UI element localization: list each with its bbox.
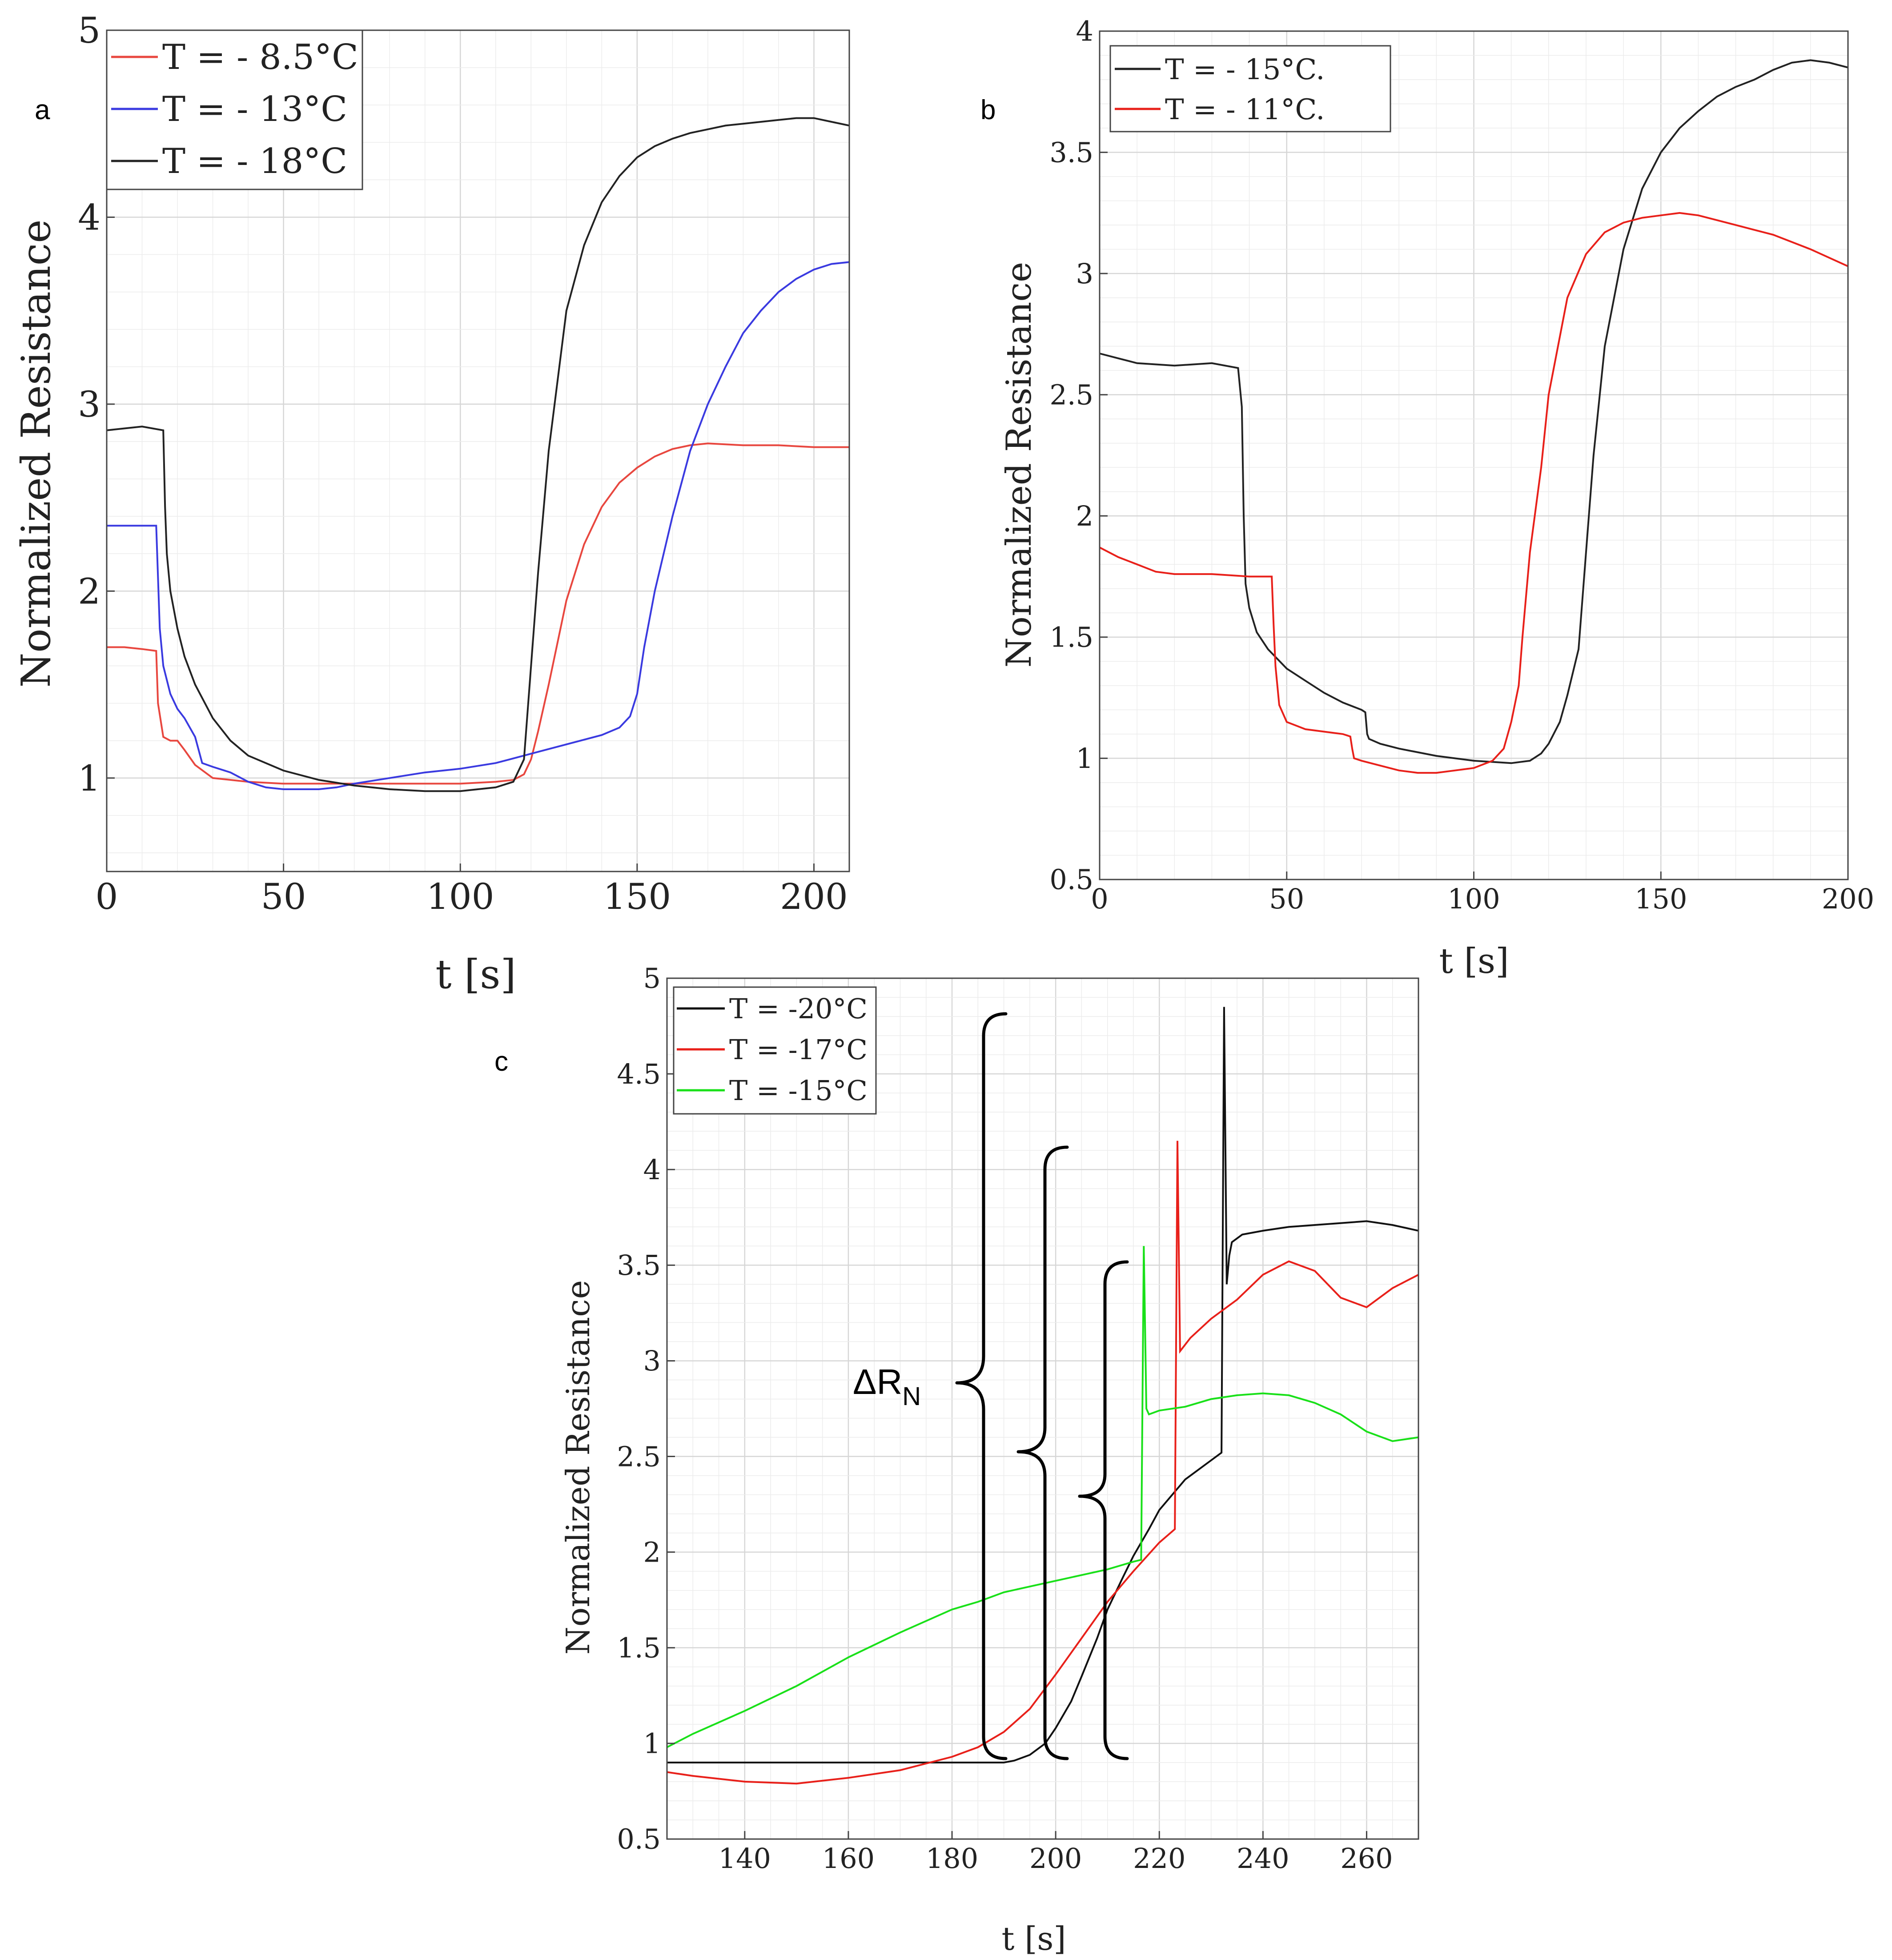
y-tick-label: 0.5 [617, 1823, 661, 1856]
y-tick-label: 3 [643, 1345, 661, 1377]
y-tick-label: 3.5 [1049, 136, 1093, 169]
x-tick-label: 50 [1269, 883, 1304, 915]
panel-a-x-ticks: 0 50 100 150 200 [96, 864, 848, 917]
x-tick-label: 220 [1133, 1842, 1185, 1875]
panel-a-x-label: t [s] [435, 951, 516, 998]
y-tick-label: 5 [78, 10, 100, 51]
panel-c-series-t-15 [667, 1246, 1419, 1748]
panel-b-series-t-11 [1099, 212, 1848, 774]
panel-c-series-t-17 [667, 1141, 1419, 1785]
delta-rn-label: ΔRN [853, 1362, 921, 1411]
panel-c-y-label: Normalized Resistance [559, 1280, 597, 1655]
panel-c-series-t-20 [667, 1007, 1419, 1763]
y-tick-label: 1 [1076, 742, 1093, 775]
panel-a-series-t-8.5 [107, 442, 849, 785]
y-tick-label: 1.5 [1049, 621, 1093, 654]
panel-c-legend-label-3: T = -15°C [729, 1074, 868, 1107]
panel-b-legend-label-2: T = - 11°C. [1165, 93, 1325, 126]
panel-c-legend-label-2: T = -17°C [729, 1033, 868, 1066]
panel-b-series-t-15 [1099, 59, 1848, 764]
x-tick-label: 200 [1029, 1842, 1082, 1875]
panel-b-y-ticks: 0.5 1 1.5 2 2.5 3 3.5 4 [1049, 15, 1108, 896]
x-tick-label: 180 [926, 1842, 978, 1875]
panel-b-legend-box [1109, 45, 1391, 133]
panel-b-series [1099, 59, 1848, 774]
y-tick-label: 5 [643, 962, 661, 995]
y-tick-label: 4 [1076, 15, 1093, 48]
x-tick-label: 50 [261, 876, 306, 917]
panel-a-y-ticks: 1 2 3 4 5 [78, 10, 115, 799]
x-tick-label: 200 [1822, 883, 1874, 915]
panel-a-frame [106, 29, 850, 872]
brace-large [955, 1012, 1008, 1760]
panel-a-series-t-18 [106, 117, 850, 792]
x-tick-label: 100 [1447, 883, 1500, 915]
panel-c-x-ticks: 140 160 180 200 220 240 260 [719, 1831, 1393, 1875]
y-tick-label: 2 [1076, 500, 1093, 532]
panel-a-series-t-13 [107, 261, 850, 790]
x-tick-label: 0 [1091, 883, 1108, 915]
panel-c-label: c [494, 1046, 508, 1077]
panel-c-legend-label-1: T = -20°C [729, 992, 868, 1025]
y-tick-label: 3.5 [617, 1249, 661, 1281]
x-tick-label: 200 [780, 876, 848, 917]
panel-c-grid [667, 977, 1419, 1840]
y-tick-label: 1 [78, 758, 100, 799]
panel-c: c 140 160 180 200 220 240 260 0.5 1 1.5 2 2.5 3 3.5 4… [494, 962, 1419, 1957]
panel-c-legend: T = -20°C T = -17°C T = -15°C [673, 986, 877, 1115]
y-tick-label: 2.5 [1049, 378, 1093, 411]
x-tick-label: 160 [822, 1842, 875, 1875]
y-tick-label: 4.5 [617, 1058, 661, 1090]
x-tick-label: 0 [96, 876, 118, 917]
panel-b-x-label: t [s] [1439, 941, 1509, 981]
x-tick-label: 240 [1237, 1842, 1289, 1875]
x-tick-label: 140 [719, 1842, 771, 1875]
x-tick-label: 150 [1635, 883, 1687, 915]
panel-a-legend-label-3: T = - 18°C [162, 141, 347, 181]
panel-c-series [667, 1007, 1419, 1785]
y-tick-label: 1 [643, 1727, 661, 1760]
panel-b-legend: T = - 15°C. T = - 11°C. [1109, 45, 1391, 133]
panel-a-legend-label-2: T = - 13°C [162, 89, 347, 129]
y-tick-label: 2.5 [617, 1440, 661, 1473]
panel-a-legend: T = - 8.5°C T = - 13°C T = - 18°C [106, 29, 363, 190]
x-tick-label: 100 [426, 876, 494, 917]
panel-c-frame [666, 977, 1419, 1840]
panel-c-x-label: t [s] [1002, 1920, 1066, 1957]
y-tick-label: 2 [78, 570, 100, 612]
panel-b-grid [1099, 30, 1849, 880]
panel-a-legend-label-1: T = - 8.5°C [162, 37, 358, 77]
panel-b-legend-label-1: T = - 15°C. [1165, 53, 1325, 86]
brace-small [1078, 1260, 1129, 1760]
y-tick-label: 4 [643, 1153, 661, 1186]
y-tick-label: 0.5 [1049, 864, 1093, 896]
panel-a-y-label: Normalized Resistance [13, 219, 60, 687]
panel-a-label: a [35, 95, 50, 125]
panel-a-series [106, 117, 850, 792]
y-tick-label: 2 [643, 1536, 661, 1568]
delta-rn-braces [955, 1012, 1129, 1760]
y-tick-label: 4 [78, 197, 100, 238]
y-tick-label: 3 [78, 384, 100, 425]
x-tick-label: 150 [603, 876, 671, 917]
panel-a: a 0 50 100 150 200 1 2 3 4 5 t [s] Normalized Re… [13, 10, 850, 998]
panel-b: b 0 50 100 150 200 0.5 1 1.5 2 2.5 3 3.5 4 t [s] No… [980, 15, 1874, 981]
x-tick-label: 260 [1340, 1842, 1393, 1875]
brace-medium [1016, 1145, 1069, 1760]
y-tick-label: 1.5 [617, 1631, 661, 1664]
panel-b-label: b [980, 95, 996, 125]
panel-c-y-ticks: 0.5 1 1.5 2 2.5 3 3.5 4 4.5 5 [617, 962, 675, 1856]
panel-b-x-ticks: 0 50 100 150 200 [1091, 872, 1874, 915]
panel-b-y-label: Normalized Resistance [999, 262, 1039, 668]
y-tick-label: 3 [1076, 257, 1093, 290]
